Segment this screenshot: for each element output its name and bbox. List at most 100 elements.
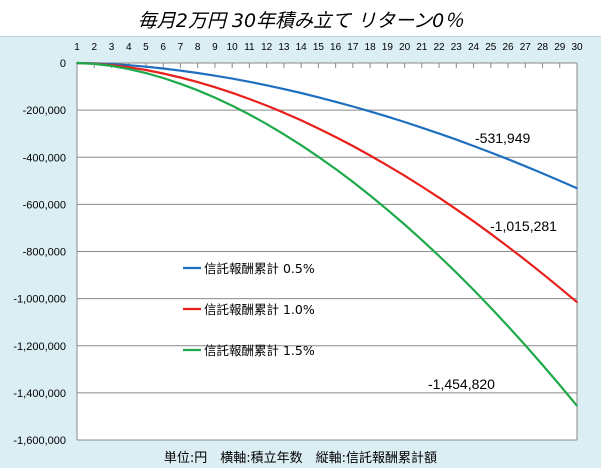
data-point [283,88,285,90]
data-point [334,100,337,103]
data-point [231,92,233,94]
data-point [489,151,492,154]
data-point [576,301,578,304]
data-point [265,123,268,125]
x-tick-label: 3 [109,42,115,53]
data-point [179,69,182,72]
data-point [421,239,423,241]
data-point [455,271,458,274]
data-point [76,62,78,64]
data-point [472,220,475,223]
y-tick-label: -800,000 [23,247,66,259]
x-tick-label: 6 [160,42,166,53]
data-point [524,165,527,167]
data-label: -1,015,281 [490,218,557,234]
data-point [507,158,509,161]
data-point [524,259,527,261]
data-point [214,86,216,88]
data-point [214,96,216,99]
data-point [248,81,251,83]
data-point [265,84,268,87]
data-point [179,76,182,79]
data-point [386,164,389,167]
x-tick-label: 22 [434,42,446,53]
data-point [438,132,440,135]
x-tick-label: 11 [244,42,255,53]
x-tick-label: 19 [382,42,394,53]
data-point [110,65,113,67]
data-point [472,145,475,147]
y-tick-label: -1,400,000 [13,388,66,400]
data-point [489,233,492,235]
data-point [283,111,285,114]
data-point [421,126,423,129]
data-point [369,194,371,197]
data-point [231,77,233,80]
data-point [558,286,561,289]
data-point [214,74,216,77]
x-tick-label: 28 [537,42,549,53]
data-point [127,64,130,67]
x-tick-label: 14 [296,42,308,53]
x-tick-label: 1 [74,42,80,53]
data-point [145,65,147,68]
data-point [524,344,527,347]
x-tick-label: 20 [399,42,411,53]
data-point [334,168,337,170]
data-point [283,133,285,136]
data-point [369,110,371,113]
data-point [145,69,147,71]
data-point [300,119,302,122]
data-point [403,174,406,177]
data-point [248,113,251,116]
x-tick-label: 21 [416,42,428,53]
data-point [162,77,165,79]
x-tick-label: 18 [365,42,377,53]
x-tick-label: 25 [485,42,497,53]
x-tick-label: 12 [261,42,273,53]
data-point [127,66,130,69]
x-tick-label: 29 [554,42,566,53]
y-tick-label: -1,200,000 [13,341,66,353]
data-point [162,72,165,75]
data-point [507,245,509,248]
data-point [352,181,354,183]
series-line-3 [76,61,578,407]
data-point [162,67,165,70]
legend-label: 信託報酬累計 1.5% [204,343,315,358]
data-point [403,121,406,123]
chart-title: 毎月2万円 30年積み立て リターン0％ [137,10,464,32]
data-point [472,289,475,291]
data-point [455,208,458,211]
x-tick-label: 15 [313,42,325,53]
x-tick-label: 5 [143,42,149,53]
data-point [438,196,440,199]
data-point [93,63,96,65]
data-point [541,172,544,175]
data-point [541,272,544,275]
x-tick-label: 17 [347,42,359,53]
data-point [300,92,302,94]
x-tick-label: 27 [520,42,532,53]
data-point [403,223,406,226]
data-point [196,81,199,83]
data-point [300,144,302,146]
data-point [196,72,199,74]
data-point [558,384,561,386]
x-tick-label: 24 [468,42,480,53]
x-tick-label: 2 [91,42,97,53]
data-label: -531,949 [475,130,530,146]
y-tick-label: -1,000,000 [13,294,66,306]
x-tick-label: 7 [178,42,184,53]
data-point [352,145,354,147]
data-point [317,155,320,158]
chart-caption: 単位:円 横軸:積立年数 縦軸:信託報酬累計額 [163,451,438,466]
data-point [438,255,440,257]
data-point [576,404,578,407]
x-tick-label: 13 [278,42,290,53]
legend-label: 信託報酬累計 1.0% [204,302,315,317]
x-tick-label: 16 [330,42,342,53]
y-tick-label: -1,600,000 [13,435,66,447]
x-tick-label: 23 [451,42,463,53]
